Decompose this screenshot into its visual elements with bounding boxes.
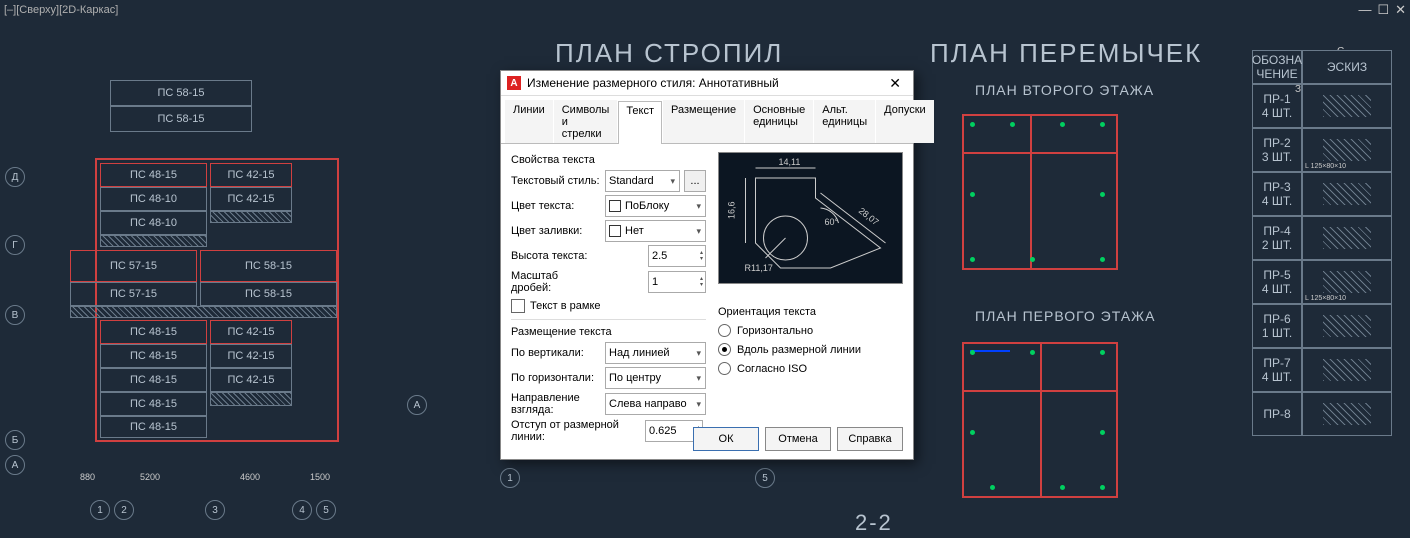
win-close[interactable]: ✕ [1395, 2, 1406, 18]
plan-floor2 [950, 102, 1130, 282]
window-title: [–][Сверху][2D-Каркас] [4, 4, 118, 16]
col-head-sketch: ЭСКИЗ [1302, 50, 1392, 84]
cancel-button[interactable]: Отмена [765, 427, 831, 451]
tab-text[interactable]: Текст [618, 101, 662, 144]
plan-floor1 [950, 330, 1130, 510]
tab-primary[interactable]: Основные единицы [745, 100, 813, 143]
view-direction-select[interactable]: Слева направо [605, 393, 706, 415]
svg-text:14,11: 14,11 [779, 157, 801, 167]
lintel-table: ОБОЗНА ЧЕНИЕ ЭСКИЗ ПР-14 ШТ. ПР-23 ШТ.L … [1252, 50, 1402, 538]
heading-floor2: ПЛАН ВТОРОГО ЭТАЖА [975, 82, 1154, 98]
svg-text:16,6: 16,6 [727, 201, 737, 219]
tab-lines[interactable]: Линии [505, 100, 553, 143]
orient-iso-radio[interactable]: Согласно ISO [718, 362, 903, 375]
vertical-select[interactable]: Над линией [605, 342, 706, 364]
tab-fit[interactable]: Размещение [663, 100, 744, 143]
group-text-orientation: Ориентация текста [718, 306, 903, 318]
autocad-logo-icon: A [507, 76, 521, 90]
dimstyle-preview: 14,11 16,6 28,07 60° R11,17 [718, 152, 903, 284]
svg-text:60°: 60° [825, 217, 839, 227]
app-titlebar: [–][Сверху][2D-Каркас] — ☐ ✕ [0, 0, 1410, 20]
dialog-titlebar[interactable]: A Изменение размерного стиля: Аннотативн… [501, 71, 913, 96]
win-max[interactable]: ☐ [1377, 2, 1389, 18]
heading-section: 2-2 [855, 510, 893, 536]
heading-peremychek: ПЛАН ПЕРЕМЫЧЕК [930, 38, 1202, 69]
orient-along-radio[interactable]: Вдоль размерной линии [718, 343, 903, 356]
tab-alt[interactable]: Альт. единицы [814, 100, 875, 143]
dialog-tabs: Линии Символы и стрелки Текст Размещение… [501, 96, 913, 144]
fill-color-select[interactable]: Нет [605, 220, 706, 242]
text-frame-checkbox[interactable]: Текст в рамке [511, 299, 706, 313]
text-height-input[interactable]: 2.5 [648, 245, 706, 267]
group-text-props: Свойства текста [511, 154, 706, 166]
dialog-close-button[interactable]: ✕ [883, 75, 907, 92]
heading-stropil: ПЛАН СТРОПИЛ [555, 38, 783, 69]
tab-symbols[interactable]: Символы и стрелки [554, 100, 618, 143]
dimstyle-dialog: A Изменение размерного стиля: Аннотативн… [500, 70, 914, 460]
tab-tol[interactable]: Допуски [876, 100, 933, 143]
svg-text:R11,17: R11,17 [745, 263, 773, 273]
help-button[interactable]: Справка [837, 427, 903, 451]
text-style-select[interactable]: Standard [605, 170, 680, 192]
horizontal-select[interactable]: По центру [605, 367, 706, 389]
win-min[interactable]: — [1358, 2, 1371, 18]
slab-plan: Д Г В Б А ПС 58-15 ПС 58-15 ПС 48-15 ПС … [30, 60, 390, 538]
ok-button[interactable]: ОК [693, 427, 759, 451]
col-head-label: ОБОЗНА ЧЕНИЕ [1252, 50, 1302, 84]
group-text-placement: Размещение текста [511, 326, 706, 338]
dialog-title: Изменение размерного стиля: Аннотативный [527, 76, 779, 90]
fraction-scale-input[interactable]: 1 [648, 271, 706, 293]
orient-horizontal-radio[interactable]: Горизонтально [718, 324, 903, 337]
text-color-select[interactable]: ПоБлоку [605, 195, 706, 217]
heading-floor1: ПЛАН ПЕРВОГО ЭТАЖА [975, 308, 1155, 324]
text-style-browse-button[interactable]: ... [684, 170, 706, 192]
